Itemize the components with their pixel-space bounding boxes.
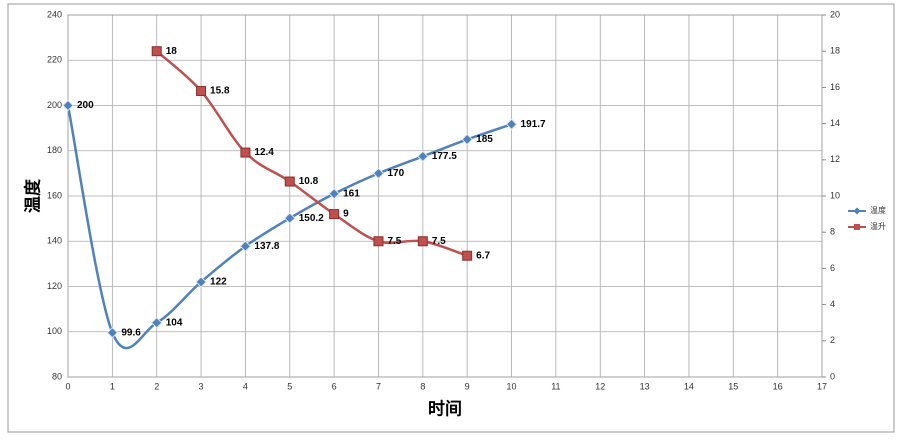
x-tick-label: 0 [65, 381, 70, 391]
data-label: 18 [166, 46, 178, 57]
x-tick-label: 13 [640, 381, 650, 391]
marker [417, 236, 428, 247]
x-tick-label: 1 [110, 381, 115, 391]
data-label: 99.6 [121, 327, 141, 338]
marker [195, 276, 207, 288]
x-tick-label: 7 [376, 381, 381, 391]
data-label: 6.7 [476, 250, 490, 261]
marker [462, 250, 473, 261]
y-tick-label: 100 [47, 326, 62, 336]
y2-tick-label: 6 [830, 263, 835, 273]
data-label: 10.8 [299, 176, 319, 187]
data-label: 9 [343, 209, 349, 220]
y-axis-title: 温度 [23, 178, 44, 213]
x-tick-label: 4 [243, 381, 248, 391]
data-label: 170 [387, 168, 404, 179]
legend-marker [853, 207, 861, 215]
y-tick-label: 200 [47, 100, 62, 110]
x-tick-label: 17 [817, 381, 827, 391]
marker [461, 133, 473, 146]
data-label: 7.5 [387, 236, 401, 247]
y-tick-label: 160 [47, 190, 62, 200]
x-tick-label: 15 [728, 381, 738, 391]
y-tick-label: 240 [47, 9, 62, 19]
marker [329, 209, 340, 220]
marker [417, 150, 429, 163]
legend-label: 温升 [870, 222, 886, 231]
x-tick-label: 16 [773, 381, 783, 391]
x-tick-label: 10 [507, 381, 517, 391]
legend-marker [854, 224, 860, 230]
y2-tick-label: 14 [830, 118, 840, 128]
marker [239, 240, 252, 252]
data-label: 161 [343, 188, 360, 199]
data-label: 12.4 [254, 147, 274, 158]
marker [284, 212, 296, 224]
x-tick-label: 3 [199, 381, 204, 391]
x-axis-title: 时间 [428, 399, 462, 420]
x-tick-label: 6 [332, 381, 337, 391]
y2-tick-label: 18 [830, 46, 840, 56]
marker [284, 176, 295, 187]
y2-tick-label: 16 [830, 82, 840, 92]
x-tick-label: 12 [595, 381, 605, 391]
x-tick-label: 8 [420, 381, 425, 391]
data-label: 137.8 [254, 241, 279, 252]
y2-tick-label: 10 [830, 190, 840, 200]
data-label: 191.7 [521, 119, 546, 130]
data-label: 177.5 [432, 151, 457, 162]
marker [372, 167, 385, 180]
y2-tick-label: 20 [830, 9, 840, 19]
x-tick-label: 14 [684, 381, 694, 391]
marker [151, 46, 162, 57]
marker [150, 316, 163, 329]
marker [373, 236, 384, 247]
y-tick-label: 80 [52, 371, 62, 381]
marker [106, 326, 119, 339]
data-label: 15.8 [210, 86, 230, 97]
x-tick-label: 5 [287, 381, 292, 391]
y2-tick-label: 4 [830, 299, 835, 309]
legend-label: 温度 [870, 205, 886, 215]
y2-tick-label: 12 [830, 154, 840, 164]
y2-tick-label: 8 [830, 227, 835, 237]
y-tick-label: 220 [47, 55, 62, 65]
y-tick-label: 140 [47, 236, 62, 246]
data-label: 150.2 [299, 213, 324, 224]
data-label: 200 [77, 100, 94, 111]
marker [328, 188, 340, 200]
y2-tick-label: 2 [830, 335, 835, 345]
data-label: 104 [166, 317, 183, 328]
y-tick-label: 120 [47, 281, 62, 291]
data-label: 185 [476, 134, 493, 145]
marker [62, 99, 74, 112]
data-label: 122 [210, 277, 227, 288]
x-tick-label: 9 [465, 381, 470, 391]
data-label: 7.5 [432, 236, 446, 247]
y2-tick-label: 0 [830, 371, 835, 381]
x-tick-label: 11 [551, 381, 560, 391]
x-tick-label: 2 [154, 381, 159, 391]
marker [240, 147, 251, 158]
marker [505, 118, 518, 130]
y-tick-label: 180 [47, 145, 62, 155]
marker [196, 86, 207, 97]
